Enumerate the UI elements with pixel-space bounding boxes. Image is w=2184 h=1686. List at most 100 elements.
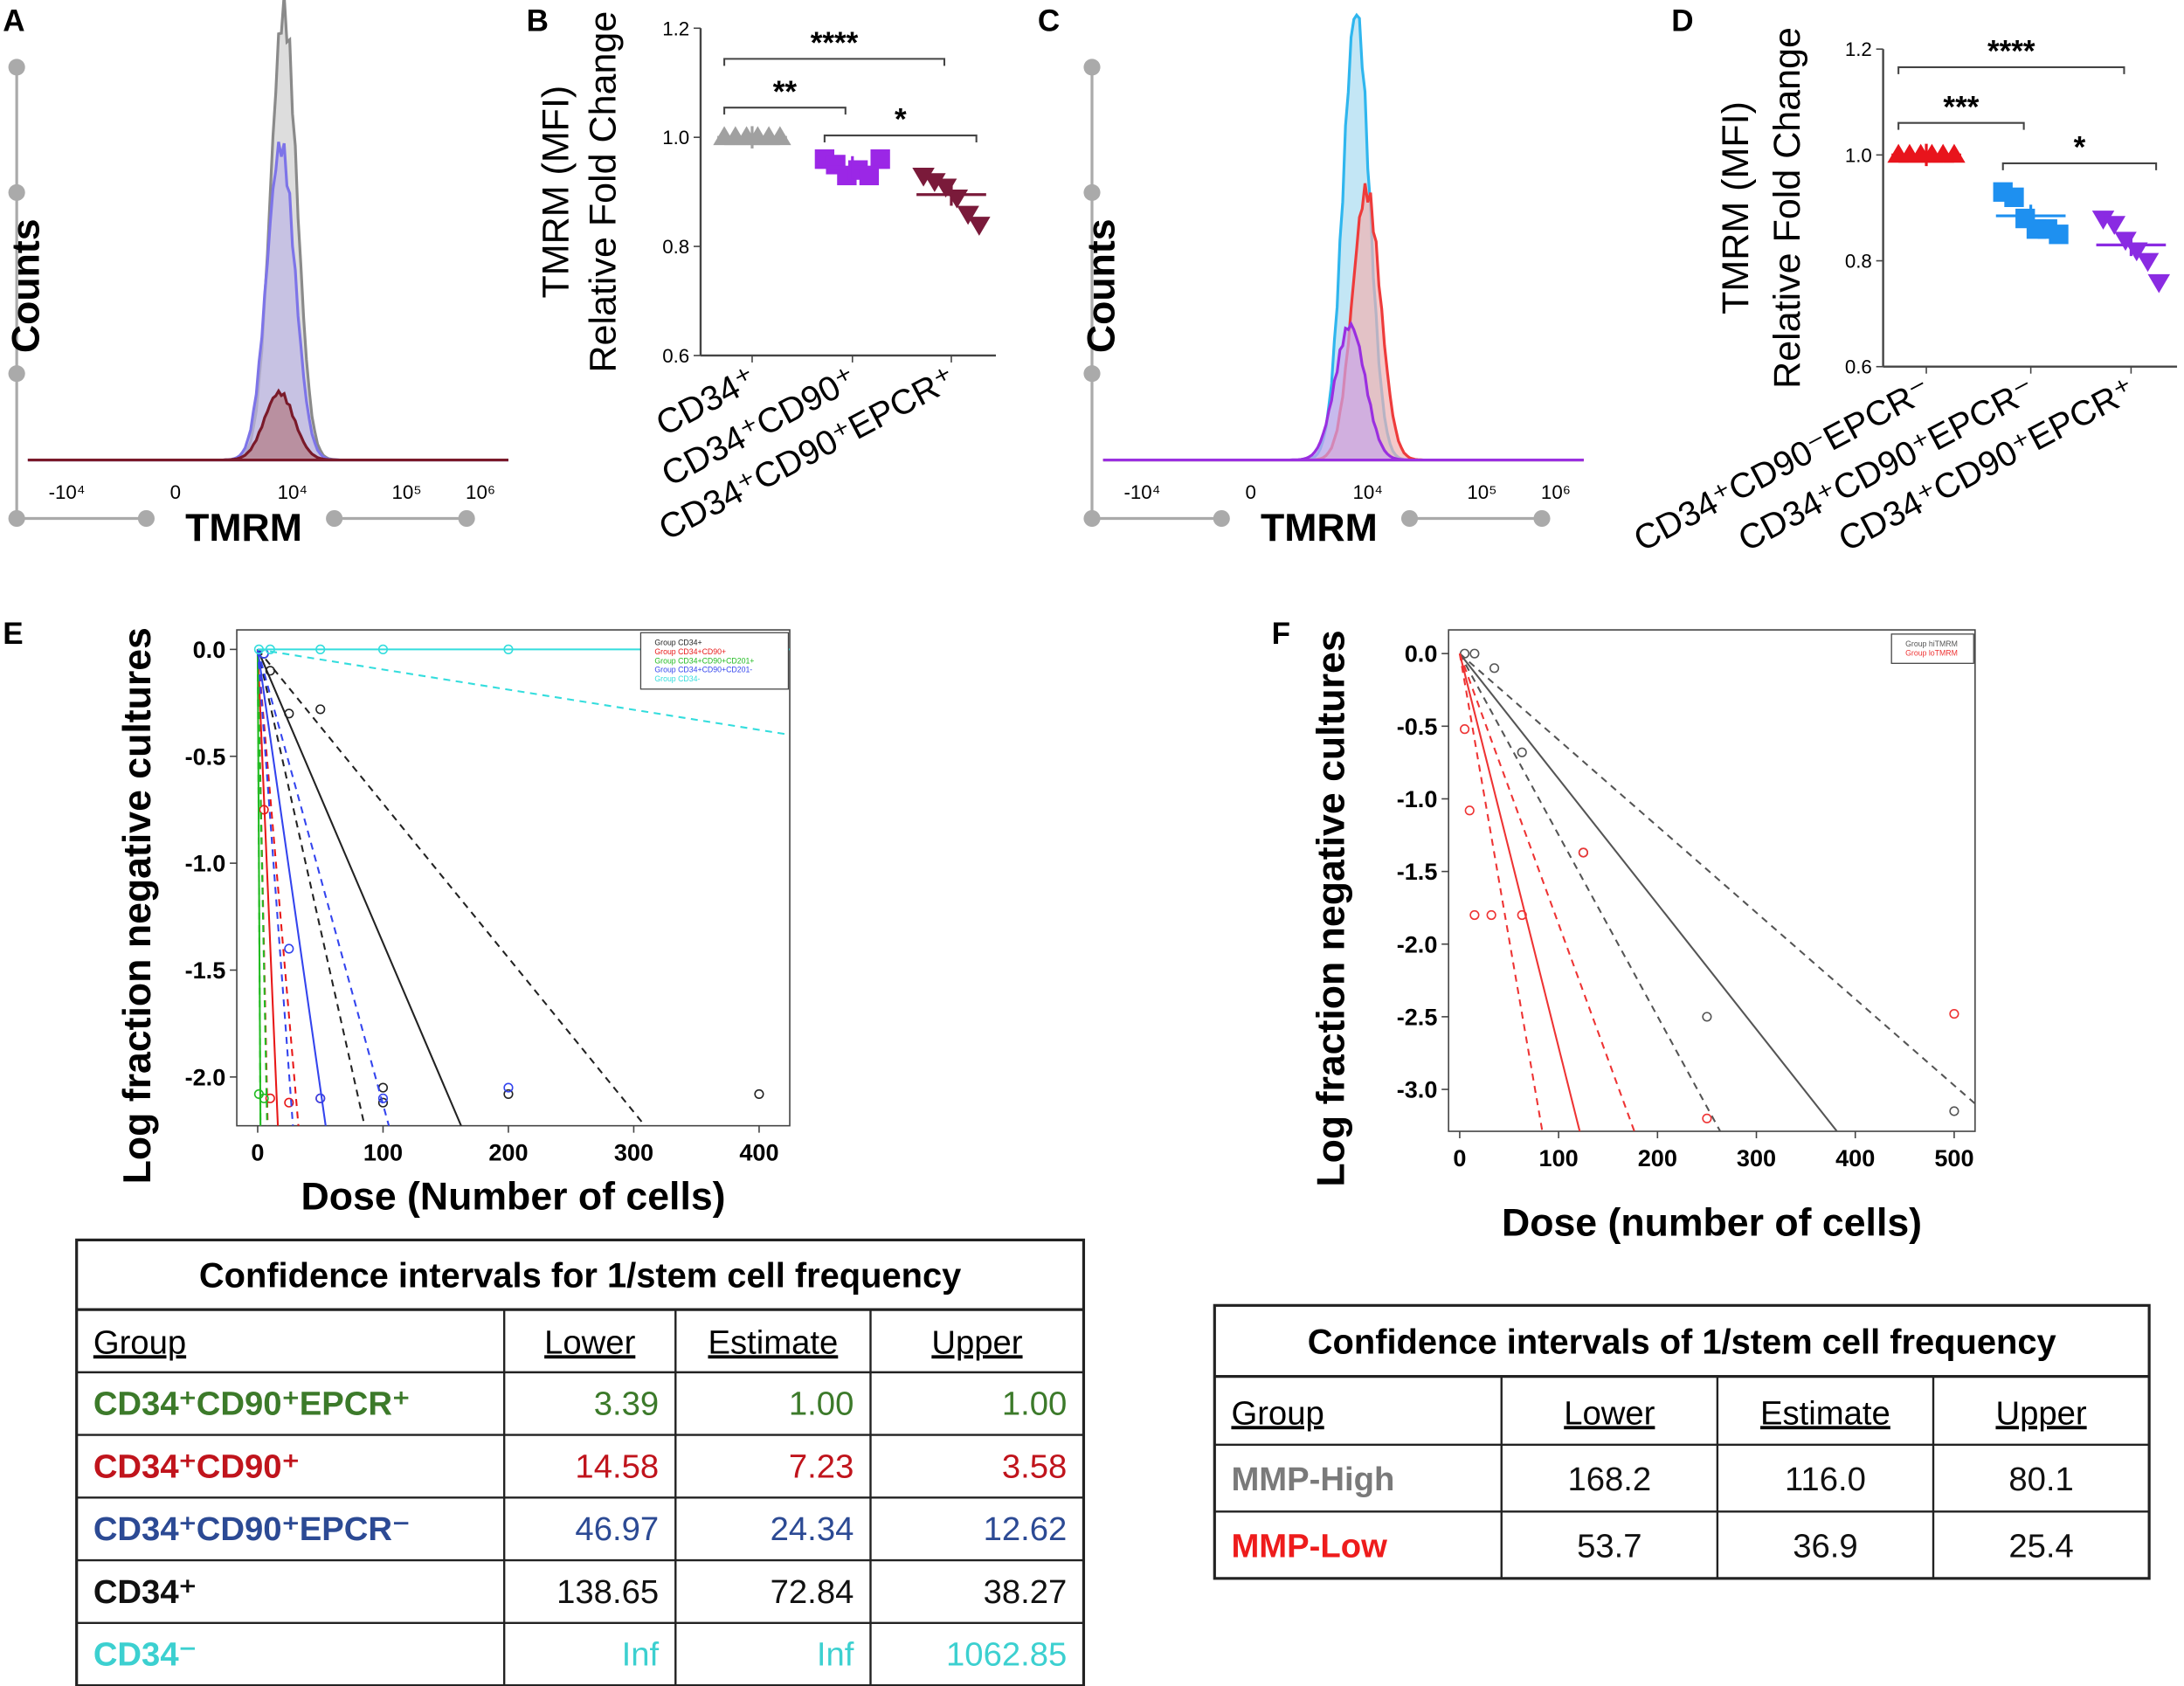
- table-f: Confidence intervals of 1/stem cell freq…: [1213, 1303, 2151, 1580]
- x-axis-label: Dose (Number of cells): [301, 1175, 726, 1218]
- legend: Group CD34+Group CD34+CD90+Group CD34+CD…: [639, 632, 790, 690]
- table-cell-estimate: 72.84: [771, 1573, 854, 1611]
- data-point: [2091, 211, 2115, 230]
- table-cell-estimate: 24.34: [771, 1510, 854, 1548]
- y-axis-label: Counts: [5, 218, 48, 353]
- dotplot-d: 0.6 0.8 1.0 1.2 TMRM (MFI) Relative Fold Chan…: [1628, 27, 2178, 559]
- axis-dot: [1083, 365, 1101, 383]
- data-point: [265, 1093, 275, 1103]
- significance-label: ***: [1943, 90, 1979, 124]
- y-tick-label: 0.6: [662, 345, 689, 367]
- table-cell-lower: 46.97: [575, 1510, 659, 1548]
- plot-frame: [236, 629, 791, 1127]
- column-header: Lower: [1564, 1394, 1655, 1432]
- table-cell-lower: 138.65: [556, 1573, 659, 1611]
- table-title: Confidence intervals of 1/stem cell freq…: [1308, 1323, 2056, 1362]
- axis-dot: [1083, 183, 1101, 201]
- column-header: Upper: [931, 1323, 1022, 1361]
- estimate-line: [256, 649, 262, 1126]
- y-axis-label: Log fraction negative cultures: [1310, 630, 1353, 1186]
- x-tick-label: 10⁶: [466, 481, 495, 503]
- significance-label: *: [2074, 131, 2086, 165]
- table-cell-estimate: 7.23: [789, 1448, 854, 1485]
- estimate-line: [1459, 653, 1839, 1132]
- data-point: [1469, 648, 1480, 659]
- table-cell-estimate: Inf: [817, 1636, 854, 1674]
- table-title: Confidence intervals for 1/stem cell fre…: [199, 1257, 961, 1296]
- y-tick-label: -2.0: [1397, 930, 1438, 957]
- x-tick-label: 10⁴: [278, 481, 308, 503]
- data-point: [2004, 187, 2024, 208]
- estimate-line: [257, 648, 462, 1126]
- ci-upper-line: [1458, 653, 1544, 1132]
- table-cell-group: CD34⁻: [93, 1636, 197, 1674]
- x-tick-label: 0: [1453, 1144, 1466, 1171]
- lda-plot-f: 0 100 200 300 400 500 0.0 -0.5 -1.0 -1.5 -2.0 -2.5 -…: [1310, 629, 1976, 1245]
- legend-entry: Group CD34-: [654, 674, 700, 683]
- data-point: [253, 644, 264, 654]
- data-point: [1486, 909, 1496, 921]
- axis-dot: [1213, 509, 1230, 528]
- x-tick-label: 10⁵: [1467, 481, 1496, 503]
- x-tick-label: 400: [739, 1139, 778, 1166]
- y-axis-label: TMRM (MFI): [536, 86, 577, 299]
- axis-dot: [137, 509, 155, 528]
- x-tick-label: 500: [1934, 1144, 1973, 1171]
- data-point: [377, 1097, 389, 1108]
- y-tick-label: 1.0: [1845, 144, 1872, 166]
- significance-label: *: [895, 103, 907, 137]
- x-tick-label: 200: [488, 1139, 528, 1166]
- ci-lower-line: [1459, 653, 1975, 1105]
- table-cell-upper: 1062.85: [946, 1636, 1067, 1674]
- axis-dot: [458, 509, 475, 528]
- table-cell-upper: 25.4: [2008, 1527, 2073, 1565]
- data-point: [503, 1082, 514, 1093]
- significance-label: ****: [811, 26, 859, 60]
- table-cell-group: MMP-High: [1231, 1461, 1394, 1498]
- table-cell-estimate: 36.9: [1793, 1527, 1857, 1565]
- data-point: [2136, 252, 2160, 273]
- data-point: [1949, 1008, 1959, 1019]
- histogram-a: Counts TMRM -10⁴ 0 10⁴ 10⁵ 10⁶: [5, 0, 508, 549]
- significance-bracket: [2001, 162, 2158, 170]
- data-point: [2049, 225, 2069, 245]
- estimate-line: [256, 649, 280, 1126]
- significance-bracket: [723, 107, 847, 115]
- data-point: [284, 1097, 294, 1108]
- y-axis-label: Relative Fold Change: [583, 11, 625, 373]
- data-point: [968, 217, 991, 236]
- estimate-line: [256, 649, 327, 1126]
- table-cell-upper: 3.58: [1002, 1448, 1067, 1485]
- table-cell-lower: 168.2: [1567, 1461, 1651, 1498]
- y-tick-label: 1.0: [662, 127, 689, 149]
- data-point: [1578, 847, 1589, 858]
- ci-lower-line: [257, 648, 646, 1126]
- y-tick-label: 0.8: [1845, 251, 1872, 273]
- y-tick-label: -0.5: [185, 743, 226, 770]
- x-tick-label: -10⁴: [49, 481, 86, 503]
- x-axis-label: Dose (number of cells): [1502, 1202, 1922, 1245]
- y-tick-label: -2.5: [1397, 1003, 1438, 1030]
- data-point: [1702, 1113, 1712, 1123]
- y-tick-label: 1.2: [662, 17, 689, 39]
- table-frame: [1213, 1303, 2151, 1580]
- table-cell-lower: Inf: [622, 1636, 660, 1674]
- data-point: [503, 644, 514, 654]
- histogram-c: Counts TMRM -10⁴ 0 10⁴ 10⁵ 10⁶: [1081, 12, 1584, 549]
- table-cell-lower: 3.39: [594, 1385, 659, 1423]
- data-point: [1517, 747, 1527, 757]
- data-point: [259, 1093, 269, 1103]
- y-tick-label: -1.0: [1397, 785, 1438, 812]
- data-point: [1702, 1012, 1712, 1022]
- data-point: [265, 666, 275, 676]
- axis-dot: [8, 59, 25, 76]
- significance-bracket: [1897, 66, 2125, 74]
- table-cell-upper: 80.1: [2008, 1461, 2073, 1498]
- table-e: Confidence intervals for 1/stem cell fre…: [75, 1238, 1086, 1686]
- axis-dot: [1533, 509, 1551, 528]
- panel-label-e: E: [3, 617, 23, 651]
- y-tick-label: -2.0: [185, 1063, 226, 1090]
- data-point: [1943, 143, 1966, 163]
- column-header: Group: [1231, 1394, 1324, 1432]
- panel-label-a: A: [3, 3, 24, 38]
